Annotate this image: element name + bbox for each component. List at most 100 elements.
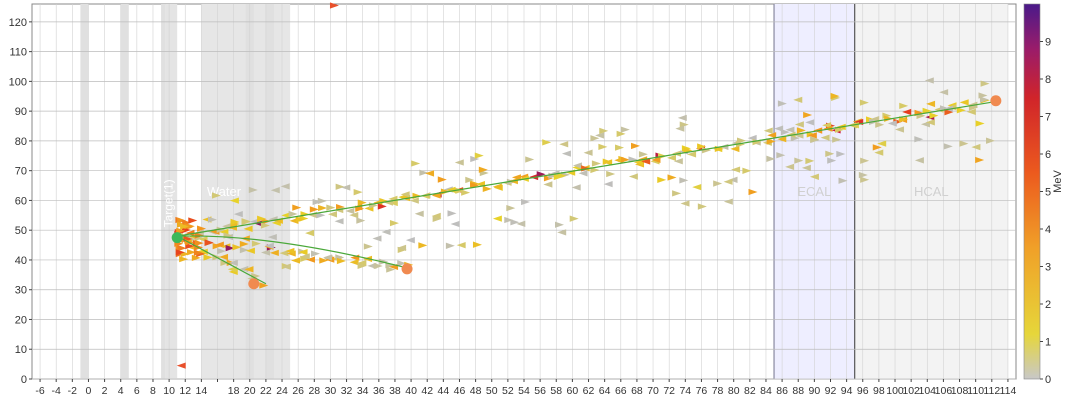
hit-marker [230,218,240,226]
hit-marker [679,121,689,128]
hit-marker [229,197,239,204]
hit-marker [176,362,186,369]
x-tick-label: -6 [35,385,44,397]
hit-marker [697,203,707,210]
hit-marker [926,100,936,108]
hit-marker [357,259,367,267]
hit-marker [554,221,564,228]
hit-marker [673,158,683,165]
hit-marker [295,216,305,223]
hit-marker [197,225,207,232]
colorbar-tick-label: 4 [1045,224,1051,236]
hit-marker [914,136,924,143]
x-tick-label: 100 [886,385,904,397]
hit-marker [777,100,787,107]
hit-marker [280,183,290,190]
hit-marker [470,182,480,189]
hit-marker [521,198,531,206]
hit-marker [832,136,842,143]
hit-marker [557,172,567,179]
hit-marker [305,229,315,237]
hit-marker [288,210,298,218]
region-label-target: Target(1) [161,179,175,227]
thin-band [161,4,166,379]
x-tick-label: 108 [951,385,969,397]
hit-marker [251,240,261,247]
hit-marker [239,240,249,248]
hit-marker [975,156,985,164]
hit-marker [353,189,363,196]
hit-marker [943,105,953,112]
x-tick-label: 82 [744,385,756,397]
track-line [177,101,992,237]
y-tick-label: 0 [21,374,27,386]
colorbar [1023,3,1041,380]
y-tick-label: 100 [9,76,27,88]
hit-marker [561,150,571,157]
x-tick-label: -2 [68,385,77,397]
hit-marker [248,186,258,194]
hit-marker [245,247,255,254]
hit-marker [326,204,336,211]
hit-marker [269,249,279,256]
hit-marker [633,159,643,166]
hit-marker [557,229,567,236]
hit-marker [748,188,758,196]
hit-marker [239,246,249,254]
hit-marker [776,152,786,159]
hit-marker [194,239,204,247]
hit-marker [264,242,274,250]
x-tick-label: 2 [102,385,108,397]
colorbar-tick-label: 9 [1045,37,1051,49]
hit-marker [431,212,441,220]
hit-marker [405,237,415,244]
x-tick-label: 18 [228,385,240,397]
hit-marker [397,244,407,251]
track-line [176,235,267,285]
x-tick-label: 96 [857,385,869,397]
hit-marker [431,192,441,199]
hit-marker [687,151,697,158]
vertex-point [171,232,183,244]
hit-marker [260,222,270,229]
hit-marker [389,219,399,227]
hit-marker [425,170,435,177]
colorbar-tick-label: 1 [1045,337,1051,349]
hit-marker [175,249,185,256]
hit-marker [357,262,367,270]
hit-marker [944,109,954,116]
hit-marker [409,197,419,204]
colorbar-tick-label: 5 [1045,187,1051,199]
hit-marker [742,167,752,174]
hit-marker [805,157,815,165]
hit-marker [766,155,776,162]
hit-marker [838,177,848,184]
hit-marker [572,162,582,169]
hit-marker [216,226,226,233]
x-tick-label: 78 [712,385,724,397]
hit-marker [943,143,953,150]
hit-marker [228,259,238,267]
hit-marker [504,216,514,224]
x-tick-label: 54 [518,385,530,397]
hit-marker [680,200,690,207]
hit-marker [470,155,480,163]
track-line [177,235,412,270]
hit-marker [318,204,328,212]
hit-marker [807,132,817,139]
hit-marker [207,216,217,223]
x-tick-label: 74 [679,385,691,397]
hit-marker [300,253,310,260]
hit-marker [511,174,521,181]
hit-marker [777,135,787,143]
hit-marker [939,89,949,96]
hit-marker [651,156,661,164]
hit-marker [550,170,560,177]
hit-marker [225,244,235,252]
hit-marker [212,242,222,250]
x-tick-label: 70 [647,385,659,397]
hit-marker [803,111,813,119]
x-tick-label: 110 [967,385,984,397]
hit-marker [628,173,638,180]
